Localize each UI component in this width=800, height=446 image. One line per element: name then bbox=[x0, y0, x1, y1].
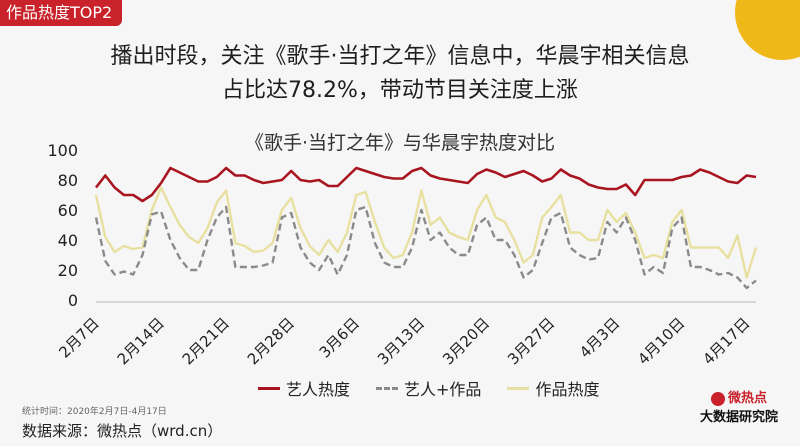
headline-line-2: 占比达78.2%，带动节目关注度上涨 bbox=[222, 78, 578, 103]
y-tick-label: 20 bbox=[58, 261, 78, 280]
legend-label-artist-work: 艺人+作品 bbox=[404, 380, 482, 399]
x-tick-label: 2月21日 bbox=[179, 314, 233, 368]
y-tick-label: 40 bbox=[58, 231, 78, 250]
x-tick-label: 2月28日 bbox=[244, 314, 298, 368]
y-tick-label: 60 bbox=[58, 201, 78, 220]
x-tick-label: 3月20日 bbox=[439, 314, 493, 368]
legend-label-work: 作品热度 bbox=[535, 380, 600, 399]
data-source: 数据来源：微热点（wrd.cn） bbox=[22, 422, 223, 440]
x-tick-label: 4月17日 bbox=[699, 314, 753, 368]
y-tick-label: 80 bbox=[58, 171, 78, 190]
brand-line-1: 微热点 bbox=[727, 391, 767, 406]
legend-item-artist: 艺人热度 bbox=[258, 376, 350, 400]
headline-line-1: 播出时段，关注《歌手·当打之年》信息中，华晨宇相关信息 bbox=[110, 44, 690, 69]
series-line-0 bbox=[94, 166, 757, 203]
legend-swatch-artist-work bbox=[376, 386, 399, 390]
brand-line-2: 大数据研究院 bbox=[699, 410, 778, 425]
x-tick-label: 4月3日 bbox=[576, 314, 623, 361]
brand-logo: 微热点 大数据研究院 bbox=[700, 387, 778, 425]
legend-swatch-artist bbox=[258, 386, 280, 390]
section-badge: 作品热度TOP2 bbox=[0, 0, 123, 26]
x-tick-label: 3月6日 bbox=[316, 314, 363, 361]
chart-title: 《歌手·当打之年》与华晨宇热度对比 bbox=[244, 132, 556, 154]
y-tick-label: 0 bbox=[68, 291, 78, 310]
legend-item-artist-work: 艺人+作品 bbox=[376, 376, 481, 400]
stat-period-note: 统计时间：2020年2月7日-4月17日 bbox=[22, 407, 167, 417]
x-tick-label: 2月7日 bbox=[55, 314, 102, 361]
x-tick-label: 4月10日 bbox=[634, 314, 688, 368]
series-line-1 bbox=[94, 205, 757, 290]
x-tick-label: 3月27日 bbox=[504, 314, 558, 368]
y-tick-label: 100 bbox=[47, 141, 78, 160]
x-tick-label: 3月13日 bbox=[374, 314, 428, 368]
chart-legend: 艺人热度 艺人+作品 作品热度 bbox=[258, 376, 599, 400]
x-tick-label: 2月14日 bbox=[114, 314, 168, 368]
legend-swatch-work bbox=[507, 386, 530, 390]
brand-icon bbox=[710, 391, 725, 406]
legend-item-work: 作品热度 bbox=[507, 376, 599, 400]
series-line-2 bbox=[94, 186, 758, 279]
legend-label-artist: 艺人热度 bbox=[286, 380, 351, 399]
